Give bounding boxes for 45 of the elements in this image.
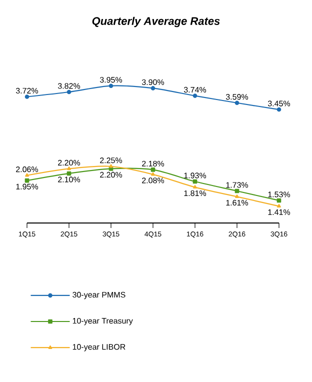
point [67,166,71,170]
data-label: 3.59% [226,94,248,100]
point [192,94,198,98]
point [277,204,281,208]
point [234,100,240,106]
legend-label: 10-year LIBOR [72,344,126,352]
legend-label: 30-year PMMS [72,292,126,300]
point [109,164,113,168]
point [193,185,197,189]
point [235,194,239,198]
point [66,171,72,176]
point [150,168,156,172]
data-label: 1.81% [184,190,206,196]
point [151,172,155,176]
point [24,94,30,99]
data-label: 2.18% [142,160,164,166]
data-label: 2.08% [142,178,164,184]
chart-title: Quarterly Average Rates [92,16,220,28]
data-label: 1.61% [226,200,248,206]
point [108,84,114,88]
point [276,198,282,203]
point [192,179,198,184]
data-label: 2.06% [16,166,38,172]
data-label: 1.95% [16,184,38,190]
data-label: 2.10% [58,176,80,182]
data-label: 1.73% [226,182,248,188]
data-label: 3.74% [184,86,206,93]
point [25,173,29,177]
data-label: 3.95% [100,76,122,83]
data-label: 2.20% [58,160,80,166]
point [276,107,282,112]
data-label: 3.45% [268,100,290,106]
point [234,188,240,194]
data-label: 1.41% [268,209,290,215]
data-label: 3.72% [16,88,38,94]
legend-label: 10-year Treasury [72,318,133,326]
data-label: 2.20% [100,172,122,178]
data-label: 1.53% [268,192,290,198]
point [66,90,72,94]
data-label: 2.25% [100,158,122,164]
point [150,86,156,90]
data-label: 3.82% [58,83,80,89]
point [24,178,30,183]
data-label: 1.93% [184,172,206,178]
data-label: 3.90% [142,79,164,86]
